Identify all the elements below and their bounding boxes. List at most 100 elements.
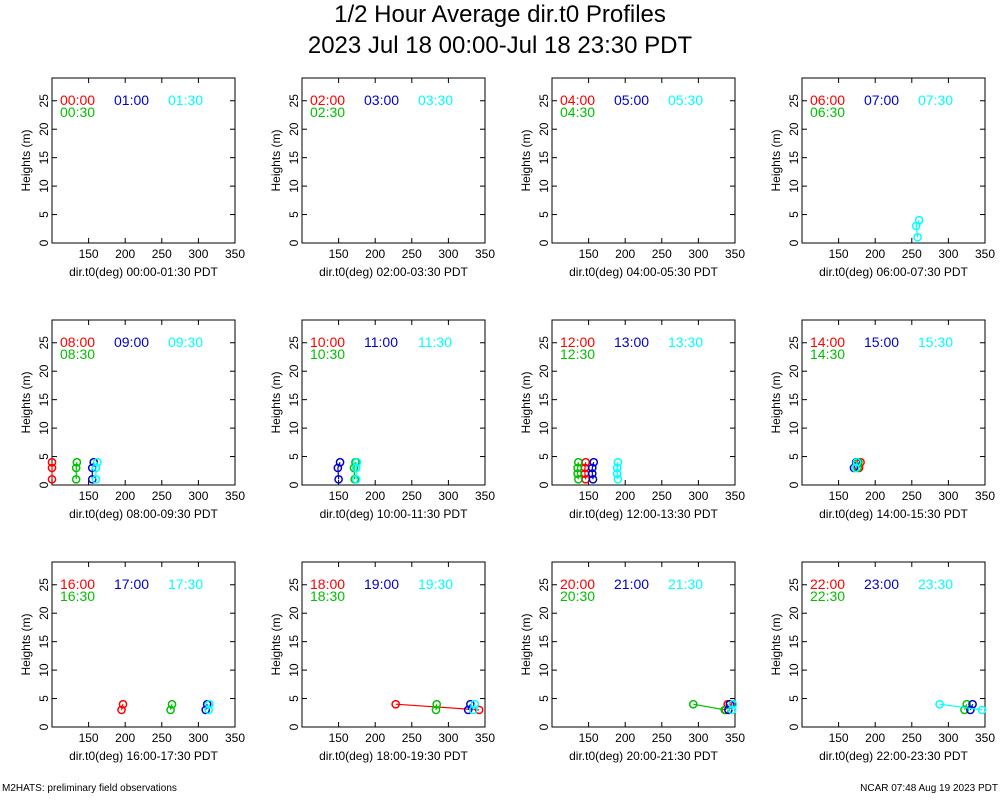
y-tick-label: 25 xyxy=(37,336,51,350)
y-tick-label: 0 xyxy=(287,723,301,730)
y-tick-label: 0 xyxy=(287,239,301,246)
x-tick-label: 200 xyxy=(365,489,385,503)
subplot-10: 150 200 250 300 350 0 5 10 15 20 25 dir.t0(deg) 20:… xyxy=(519,561,745,763)
legend-entry: 15:30 xyxy=(918,334,953,350)
x-tick-label: 300 xyxy=(938,731,958,745)
y-tick-label: 0 xyxy=(37,239,51,246)
y-tick-label: 20 xyxy=(537,606,551,620)
data-point xyxy=(47,463,57,473)
legend-entry: 16:00 xyxy=(60,576,95,592)
legend-entry: 01:30 xyxy=(168,92,203,108)
data-point xyxy=(587,469,597,478)
x-axis-label: dir.t0(deg) 14:00-15:30 PDT xyxy=(819,507,968,521)
y-tick-label: 25 xyxy=(37,94,51,108)
y-tick-label: 10 xyxy=(537,663,551,677)
subplot-7: 150 200 250 300 350 0 5 10 15 20 25 dir.t0(deg) 14:… xyxy=(769,319,995,521)
y-tick-label: 15 xyxy=(787,151,801,165)
page-subtitle: 2023 Jul 18 00:00-Jul 18 23:30 PDT xyxy=(307,32,693,59)
x-tick-label: 250 xyxy=(902,489,922,503)
x-tick-label: 300 xyxy=(188,489,208,503)
data-point xyxy=(724,705,733,715)
subplot-9: 150 200 250 300 350 0 5 10 15 20 25 dir.t0(deg) 18:… xyxy=(269,561,495,763)
y-axis-label: Heights (m) xyxy=(769,613,783,675)
data-point xyxy=(91,474,101,484)
data-point xyxy=(352,457,362,467)
y-tick-label: 20 xyxy=(787,606,801,620)
y-tick-label: 15 xyxy=(37,635,51,649)
x-tick-label: 350 xyxy=(725,247,745,261)
x-tick-label: 150 xyxy=(79,489,99,503)
y-tick-label: 5 xyxy=(787,453,801,460)
x-tick-label: 150 xyxy=(329,731,349,745)
data-point xyxy=(474,705,484,715)
x-tick-label: 250 xyxy=(902,247,922,261)
y-tick-label: 15 xyxy=(537,151,551,165)
legend-entry: 21:30 xyxy=(668,576,703,592)
y-tick-label: 15 xyxy=(37,151,51,165)
plot-frame xyxy=(301,77,486,244)
plot-frame xyxy=(801,561,986,728)
data-point xyxy=(93,457,102,467)
legend-entry: 22:30 xyxy=(810,588,845,604)
data-point xyxy=(431,705,441,715)
x-tick-label: 350 xyxy=(475,247,495,261)
x-tick-label: 250 xyxy=(652,489,672,503)
y-tick-label: 20 xyxy=(787,364,801,378)
y-tick-label: 15 xyxy=(787,393,801,407)
series-line xyxy=(939,703,983,711)
y-tick-label: 15 xyxy=(287,151,301,165)
legend-entry: 11:30 xyxy=(418,334,452,350)
x-tick-label: 200 xyxy=(365,247,385,261)
data-layer xyxy=(391,699,484,715)
legend-entry: 01:00 xyxy=(114,92,149,108)
y-tick-label: 5 xyxy=(537,211,551,218)
subplot-11: 150 200 250 300 350 0 5 10 15 20 25 dir.t0(deg) 22:… xyxy=(769,561,995,763)
y-tick-label: 15 xyxy=(787,635,801,649)
x-tick-label: 350 xyxy=(475,489,495,503)
legend-entry: 13:30 xyxy=(668,334,703,350)
legend-entry: 04:00 xyxy=(560,92,595,108)
x-tick-label: 150 xyxy=(79,731,99,745)
x-tick-label: 150 xyxy=(579,489,599,503)
data-point xyxy=(468,705,478,715)
y-tick-label: 20 xyxy=(537,364,551,378)
x-tick-label: 250 xyxy=(402,247,422,261)
y-axis-label: Heights (m) xyxy=(269,371,283,433)
y-tick-label: 5 xyxy=(537,695,551,702)
x-tick-label: 200 xyxy=(865,247,885,261)
y-tick-label: 20 xyxy=(537,122,551,136)
y-tick-label: 5 xyxy=(37,453,51,460)
x-tick-label: 350 xyxy=(975,489,995,503)
plot-frame xyxy=(551,77,736,244)
x-axis-label: dir.t0(deg) 22:00-23:30 PDT xyxy=(819,749,968,763)
data-point xyxy=(612,463,622,473)
x-tick-label: 300 xyxy=(438,247,458,261)
x-tick-label: 250 xyxy=(652,247,672,261)
data-point xyxy=(588,474,598,484)
x-tick-label: 300 xyxy=(938,247,958,261)
x-tick-label: 350 xyxy=(975,731,995,745)
data-point xyxy=(574,457,583,467)
x-axis-label: dir.t0(deg) 12:00-13:30 PDT xyxy=(569,507,718,521)
y-tick-label: 10 xyxy=(287,663,301,677)
legend-entry: 22:00 xyxy=(810,576,845,592)
x-axis-label: dir.t0(deg) 06:00-07:30 PDT xyxy=(819,265,968,279)
x-tick-label: 350 xyxy=(725,489,745,503)
x-tick-label: 300 xyxy=(188,731,208,745)
x-axis-label: dir.t0(deg) 04:00-05:30 PDT xyxy=(569,265,718,279)
subplot-3: 150 200 250 300 350 0 5 10 15 20 25 dir.t0(deg) 06:… xyxy=(769,77,995,279)
subplot-2: 150 200 250 300 350 0 5 10 15 20 25 dir.t0(deg) 04:… xyxy=(519,77,745,279)
legend-entry: 10:00 xyxy=(310,334,345,350)
x-tick-label: 200 xyxy=(115,247,135,261)
legend-entry: 20:00 xyxy=(560,576,595,592)
y-tick-label: 10 xyxy=(537,421,551,435)
data-point xyxy=(574,474,583,484)
y-tick-label: 5 xyxy=(287,453,301,460)
x-tick-label: 350 xyxy=(975,247,995,261)
plot-frame xyxy=(51,561,236,728)
legend-entry: 17:30 xyxy=(168,576,203,592)
footer-note: M2HATS: preliminary field observations xyxy=(2,783,177,794)
legend-entry: 23:30 xyxy=(918,576,953,592)
legend-entry: 00:30 xyxy=(60,104,95,120)
x-tick-label: 300 xyxy=(188,247,208,261)
